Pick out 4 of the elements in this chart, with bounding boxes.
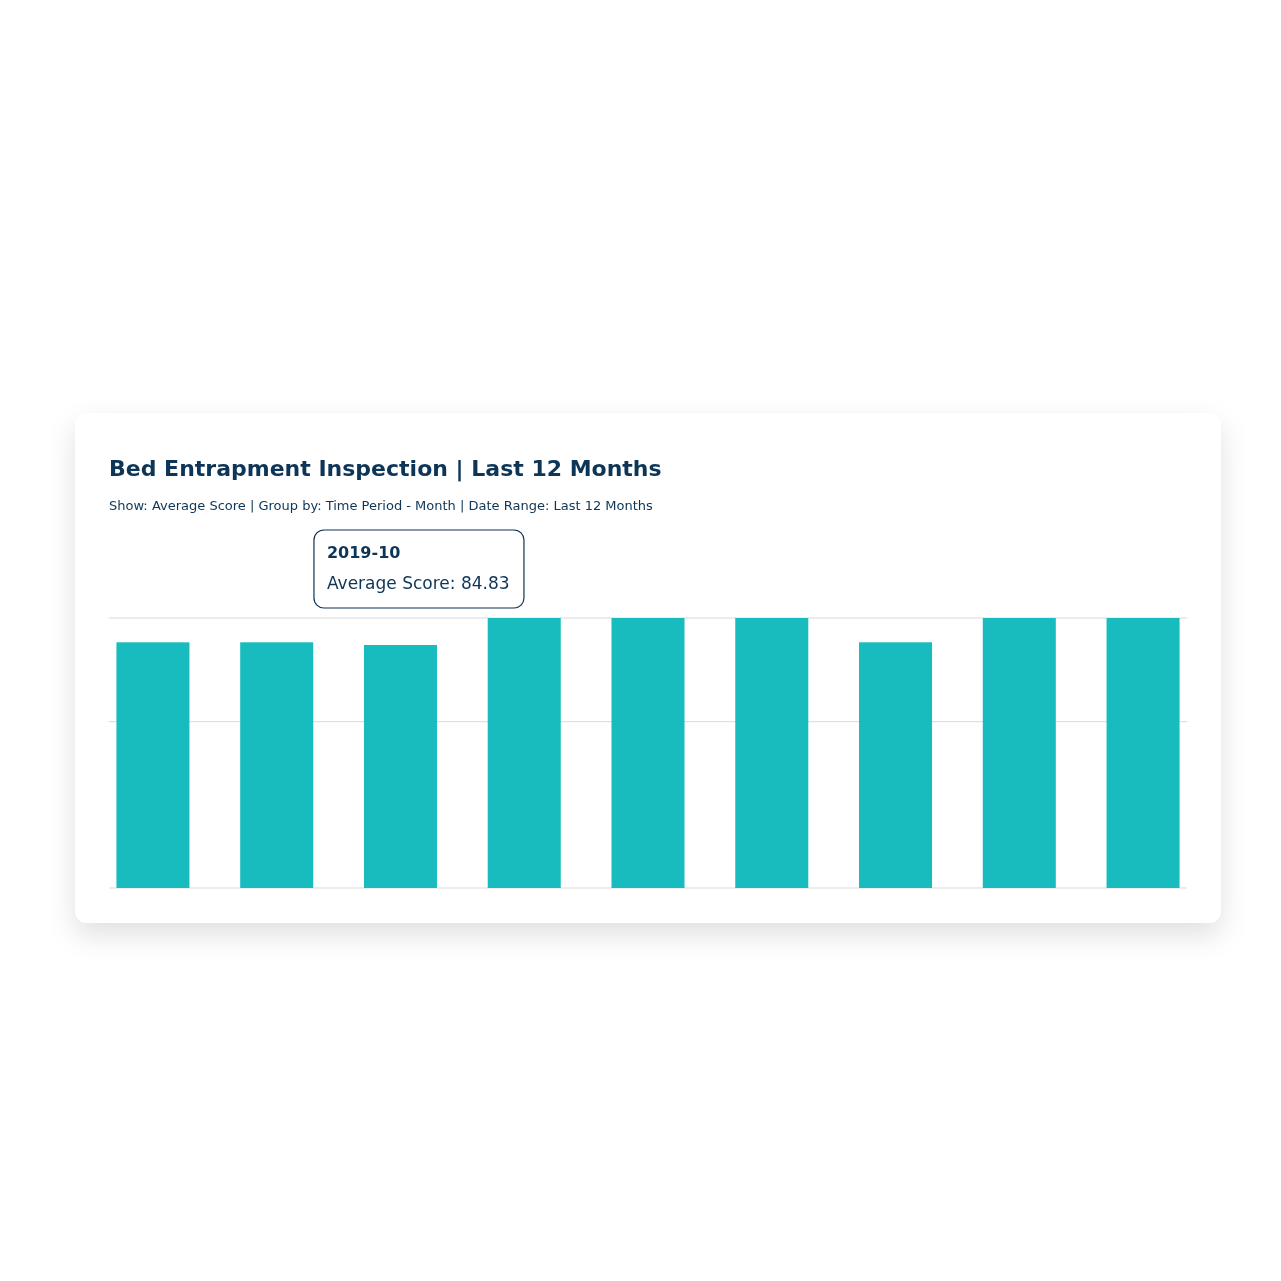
text: Average Score: 84.83: [326, 573, 510, 593]
chart-title: Bed Entrapment Inspection | Last 12 Months: [109, 456, 662, 482]
text: 2019-10: [326, 543, 401, 562]
chart-subtitle: Show: Average Score | Group by: Time Period - Month | Date Range: Last 12 Months: [109, 498, 654, 513]
